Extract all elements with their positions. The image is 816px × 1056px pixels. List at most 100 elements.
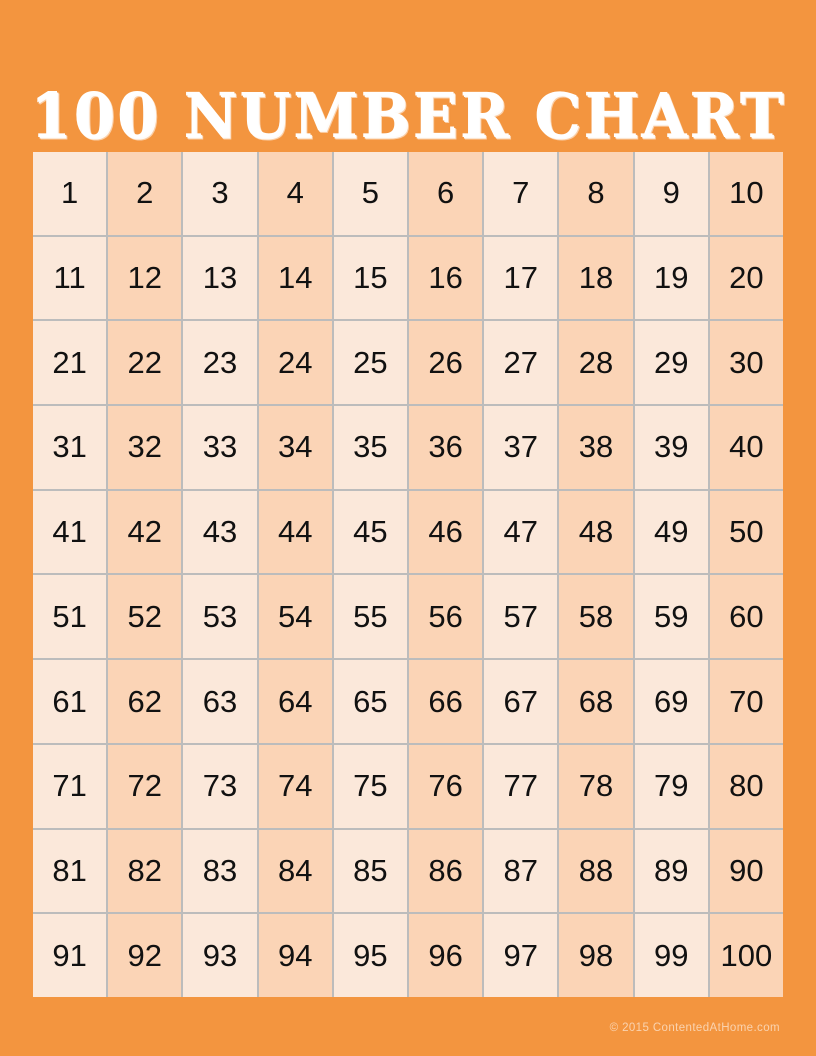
number-cell-87: 87 xyxy=(484,829,558,913)
number-cell-9: 9 xyxy=(634,152,708,235)
number-cell-3: 3 xyxy=(183,152,257,235)
number-cell-48: 48 xyxy=(559,490,633,574)
number-cell-24: 24 xyxy=(258,321,332,405)
number-cell-46: 46 xyxy=(408,490,483,574)
number-cell-11: 11 xyxy=(33,236,107,320)
number-cell-37: 37 xyxy=(484,406,558,489)
number-cell-85: 85 xyxy=(333,829,407,913)
number-cell-94: 94 xyxy=(258,914,332,997)
number-cell-36: 36 xyxy=(408,406,483,489)
number-cell-86: 86 xyxy=(408,829,483,913)
number-cell-51: 51 xyxy=(33,575,107,659)
number-cell-26: 26 xyxy=(408,321,483,405)
number-cell-100: 100 xyxy=(709,914,783,997)
number-cell-56: 56 xyxy=(408,575,483,659)
number-cell-62: 62 xyxy=(108,660,182,743)
number-cell-69: 69 xyxy=(634,660,708,743)
number-cell-33: 33 xyxy=(183,406,257,489)
number-cell-19: 19 xyxy=(634,236,708,320)
number-cell-17: 17 xyxy=(484,236,558,320)
number-cell-89: 89 xyxy=(634,829,708,913)
number-cell-28: 28 xyxy=(559,321,633,405)
number-cell-73: 73 xyxy=(183,744,257,828)
number-cell-68: 68 xyxy=(559,660,633,743)
number-cell-76: 76 xyxy=(408,744,483,828)
number-cell-35: 35 xyxy=(333,406,407,489)
number-cell-47: 47 xyxy=(484,490,558,574)
number-cell-79: 79 xyxy=(634,744,708,828)
number-cell-58: 58 xyxy=(559,575,633,659)
number-cell-57: 57 xyxy=(484,575,558,659)
number-cell-72: 72 xyxy=(108,744,182,828)
number-cell-63: 63 xyxy=(183,660,257,743)
page-title: 100 NUMBER CHART xyxy=(30,78,786,152)
number-cell-77: 77 xyxy=(484,744,558,828)
number-cell-12: 12 xyxy=(108,236,182,320)
number-cell-70: 70 xyxy=(709,660,783,743)
number-cell-13: 13 xyxy=(183,236,257,320)
number-cell-52: 52 xyxy=(108,575,182,659)
number-cell-66: 66 xyxy=(408,660,483,743)
number-cell-14: 14 xyxy=(258,236,332,320)
number-cell-16: 16 xyxy=(408,236,483,320)
number-cell-75: 75 xyxy=(333,744,407,828)
number-grid: 1 2 3 4 5 6 7 8 9 10 11 12 13 14 15 16 17 18 19 20 21 22 23 24 2… xyxy=(33,152,783,997)
number-cell-88: 88 xyxy=(559,829,633,913)
number-cell-43: 43 xyxy=(183,490,257,574)
number-cell-81: 81 xyxy=(33,829,107,913)
number-cell-74: 74 xyxy=(258,744,332,828)
number-cell-5: 5 xyxy=(333,152,407,235)
number-cell-80: 80 xyxy=(709,744,783,828)
number-cell-27: 27 xyxy=(484,321,558,405)
number-cell-67: 67 xyxy=(484,660,558,743)
number-cell-42: 42 xyxy=(108,490,182,574)
number-cell-22: 22 xyxy=(108,321,182,405)
number-cell-95: 95 xyxy=(333,914,407,997)
number-cell-29: 29 xyxy=(634,321,708,405)
number-cell-91: 91 xyxy=(33,914,107,997)
number-cell-99: 99 xyxy=(634,914,708,997)
number-cell-71: 71 xyxy=(33,744,107,828)
number-cell-82: 82 xyxy=(108,829,182,913)
number-cell-41: 41 xyxy=(33,490,107,574)
number-cell-25: 25 xyxy=(333,321,407,405)
number-cell-34: 34 xyxy=(258,406,332,489)
number-cell-45: 45 xyxy=(333,490,407,574)
number-cell-49: 49 xyxy=(634,490,708,574)
number-cell-21: 21 xyxy=(33,321,107,405)
number-cell-4: 4 xyxy=(258,152,332,235)
number-cell-15: 15 xyxy=(333,236,407,320)
number-cell-64: 64 xyxy=(258,660,332,743)
number-cell-38: 38 xyxy=(559,406,633,489)
number-cell-93: 93 xyxy=(183,914,257,997)
number-cell-90: 90 xyxy=(709,829,783,913)
number-cell-83: 83 xyxy=(183,829,257,913)
number-cell-32: 32 xyxy=(108,406,182,489)
number-cell-7: 7 xyxy=(484,152,558,235)
number-cell-92: 92 xyxy=(108,914,182,997)
number-cell-30: 30 xyxy=(709,321,783,405)
number-cell-61: 61 xyxy=(33,660,107,743)
number-cell-1: 1 xyxy=(33,152,107,235)
number-cell-54: 54 xyxy=(258,575,332,659)
number-cell-84: 84 xyxy=(258,829,332,913)
number-cell-2: 2 xyxy=(108,152,182,235)
number-cell-65: 65 xyxy=(333,660,407,743)
number-cell-59: 59 xyxy=(634,575,708,659)
number-cell-40: 40 xyxy=(709,406,783,489)
number-cell-97: 97 xyxy=(484,914,558,997)
number-cell-78: 78 xyxy=(559,744,633,828)
number-cell-18: 18 xyxy=(559,236,633,320)
number-cell-31: 31 xyxy=(33,406,107,489)
number-cell-55: 55 xyxy=(333,575,407,659)
number-cell-10: 10 xyxy=(709,152,783,235)
number-cell-98: 98 xyxy=(559,914,633,997)
number-cell-96: 96 xyxy=(408,914,483,997)
number-cell-8: 8 xyxy=(559,152,633,235)
number-cell-50: 50 xyxy=(709,490,783,574)
number-cell-39: 39 xyxy=(634,406,708,489)
number-cell-23: 23 xyxy=(183,321,257,405)
number-cell-53: 53 xyxy=(183,575,257,659)
number-cell-44: 44 xyxy=(258,490,332,574)
